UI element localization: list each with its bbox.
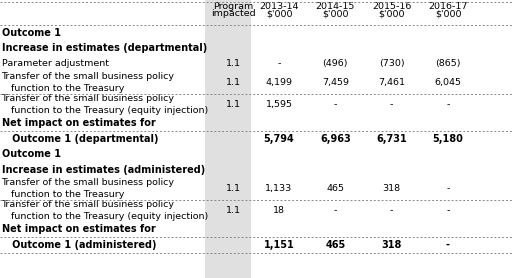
Text: -: - [390, 206, 393, 215]
Text: 318: 318 [381, 240, 402, 250]
Text: Outcome 1: Outcome 1 [2, 149, 60, 159]
Text: $'000: $'000 [266, 9, 292, 18]
Text: 1.1: 1.1 [225, 184, 241, 193]
Text: 1.1: 1.1 [225, 100, 241, 109]
Text: 1,595: 1,595 [266, 100, 292, 109]
Text: function to the Treasury (equity injection): function to the Treasury (equity injecti… [2, 212, 208, 221]
Text: -: - [334, 206, 337, 215]
Text: Transfer of the small business policy: Transfer of the small business policy [2, 94, 175, 103]
Text: Outcome 1 (departmental): Outcome 1 (departmental) [2, 134, 158, 144]
Text: Transfer of the small business policy: Transfer of the small business policy [2, 72, 175, 81]
Text: 318: 318 [382, 184, 401, 193]
Text: 1.1: 1.1 [225, 59, 241, 68]
Text: Net impact on estimates for: Net impact on estimates for [2, 224, 155, 234]
Text: Program: Program [213, 2, 253, 11]
Text: 1.1: 1.1 [225, 206, 241, 215]
Text: Increase in estimates (administered): Increase in estimates (administered) [2, 165, 205, 175]
Text: 6,045: 6,045 [435, 78, 461, 87]
Text: 465: 465 [326, 184, 345, 193]
Text: -: - [334, 100, 337, 109]
Text: Increase in estimates (departmental): Increase in estimates (departmental) [2, 43, 207, 53]
Text: 2013-14: 2013-14 [259, 2, 299, 11]
Text: 5,794: 5,794 [264, 134, 294, 144]
Text: 6,963: 6,963 [320, 134, 351, 144]
Text: $'000: $'000 [322, 9, 349, 18]
Bar [205, 0, 251, 278]
Text: Net impact on estimates for: Net impact on estimates for [2, 118, 155, 128]
Text: 18: 18 [273, 206, 285, 215]
Text: -: - [446, 100, 450, 109]
Text: 2016-17: 2016-17 [429, 2, 467, 11]
Text: 2015-16: 2015-16 [372, 2, 411, 11]
Text: 4,199: 4,199 [266, 78, 292, 87]
Text: 1,151: 1,151 [264, 240, 294, 250]
Text: 6,731: 6,731 [376, 134, 407, 144]
Text: -: - [446, 206, 450, 215]
Text: -: - [278, 59, 281, 68]
Text: 1.1: 1.1 [225, 78, 241, 87]
Text: Transfer of the small business policy: Transfer of the small business policy [2, 178, 175, 187]
Text: -: - [446, 184, 450, 193]
Text: impacted: impacted [210, 9, 255, 18]
Text: (496): (496) [323, 59, 348, 68]
Text: (865): (865) [435, 59, 461, 68]
Text: function to the Treasury: function to the Treasury [2, 190, 124, 199]
Text: 5,180: 5,180 [433, 134, 463, 144]
Text: Outcome 1 (administered): Outcome 1 (administered) [2, 240, 156, 250]
Text: function to the Treasury: function to the Treasury [2, 84, 124, 93]
Text: $'000: $'000 [435, 9, 461, 18]
Text: 7,461: 7,461 [378, 78, 405, 87]
Text: 2014-15: 2014-15 [316, 2, 355, 11]
Text: -: - [390, 100, 393, 109]
Text: Parameter adjustment: Parameter adjustment [2, 59, 109, 68]
Text: $'000: $'000 [378, 9, 405, 18]
Text: 465: 465 [325, 240, 346, 250]
Text: 7,459: 7,459 [322, 78, 349, 87]
Text: function to the Treasury (equity injection): function to the Treasury (equity injecti… [2, 106, 208, 115]
Text: Transfer of the small business policy: Transfer of the small business policy [2, 200, 175, 209]
Text: 1,133: 1,133 [265, 184, 293, 193]
Text: (730): (730) [379, 59, 404, 68]
Text: -: - [446, 240, 450, 250]
Text: Outcome 1: Outcome 1 [2, 28, 60, 38]
